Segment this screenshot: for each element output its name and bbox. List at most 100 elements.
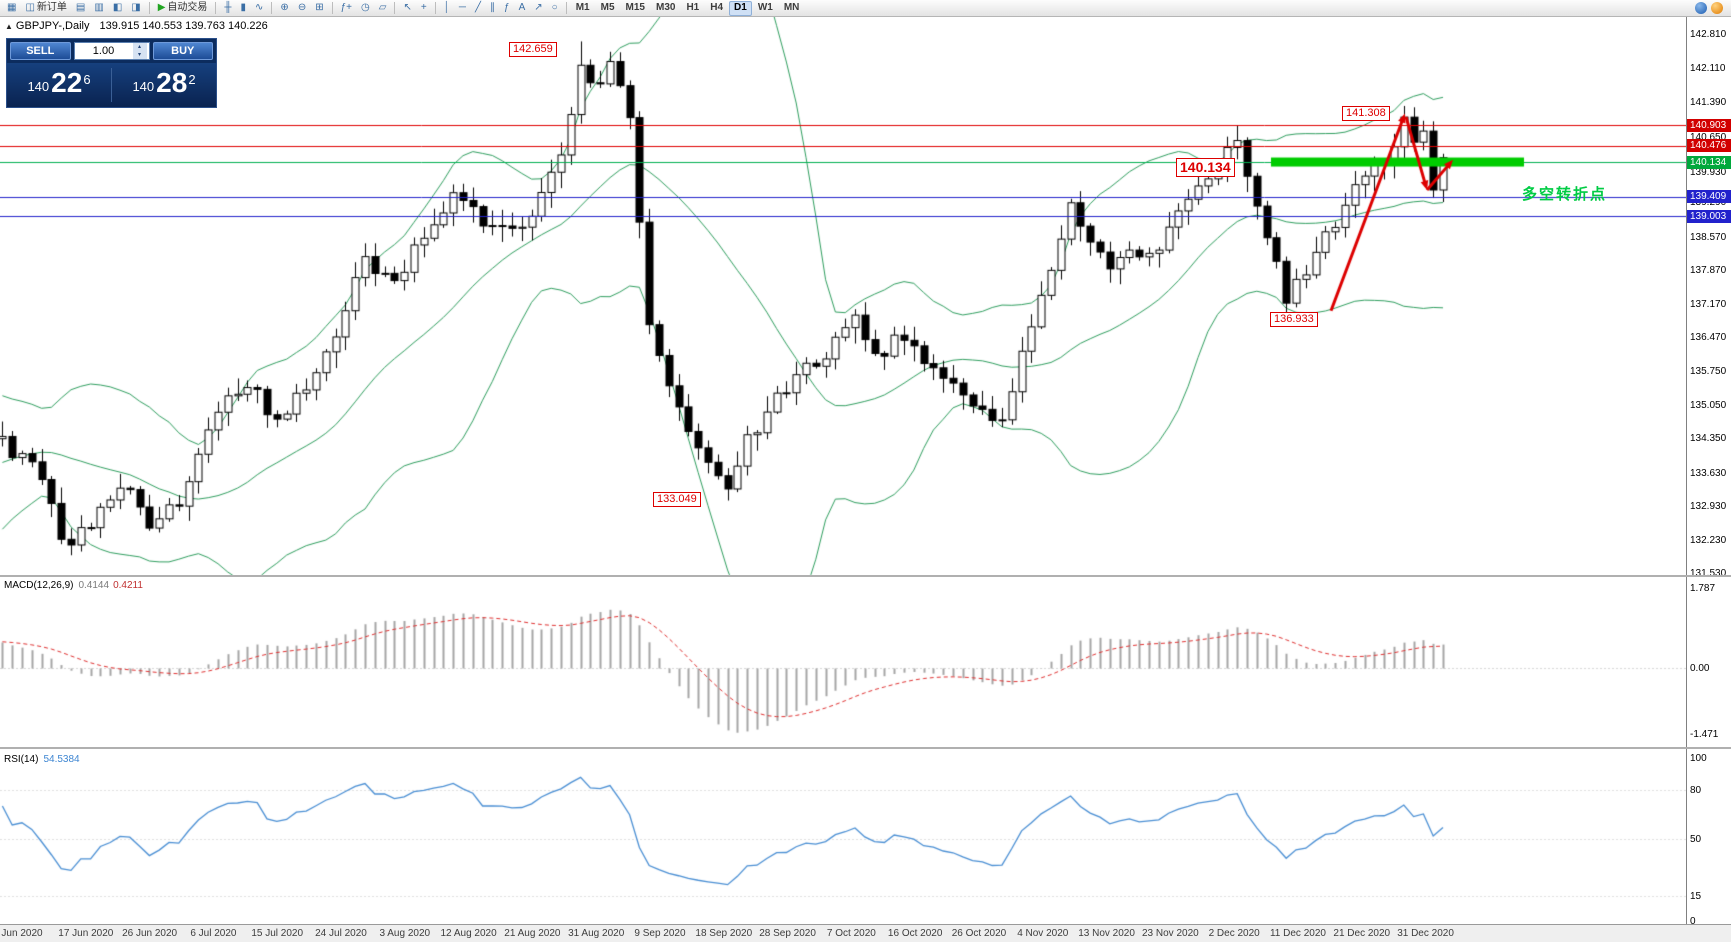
- indicators-icon: ƒ+: [340, 2, 352, 13]
- trendline-icon: ╱: [475, 2, 482, 13]
- autotrading-button-label: 自动交易: [167, 2, 208, 13]
- market-watch-icon[interactable]: ▥: [90, 1, 107, 16]
- timeframe-m30-button[interactable]: M30: [651, 1, 680, 16]
- cursor-icon: ↖: [403, 2, 412, 13]
- zoom-in-icon[interactable]: ⊕: [276, 1, 292, 16]
- ask-price: 140 28 2: [112, 66, 216, 102]
- candlestick-chart-icon[interactable]: ▮: [237, 1, 251, 16]
- zoom-in-icon: ⊕: [280, 2, 289, 13]
- arrows-tool-icon[interactable]: ↗: [530, 1, 546, 16]
- rsi-label: RSI(14) 54.5384: [4, 754, 80, 765]
- data-window-icon: ◧: [112, 2, 123, 13]
- horizontal-line-icon[interactable]: ─: [455, 1, 470, 16]
- volume-spinner: ▴ ▾: [132, 43, 147, 59]
- macd-signal-value: 0.4211: [113, 580, 143, 591]
- trade-panel-prices: 140 22 6 140 28 2: [7, 63, 216, 107]
- shapes-icon[interactable]: ○: [548, 1, 562, 16]
- timeframe-d1-button[interactable]: D1: [729, 0, 752, 16]
- buy-button[interactable]: BUY: [152, 42, 213, 60]
- crosshair-icon[interactable]: +: [417, 1, 431, 16]
- macd-main-value: 0.4144: [78, 580, 110, 591]
- channel-icon[interactable]: ∥: [486, 1, 499, 16]
- timeframe-mn-button[interactable]: MN: [779, 1, 805, 16]
- toolbar-separator: [565, 2, 567, 14]
- volume-input[interactable]: [74, 44, 133, 58]
- text-tool-icon[interactable]: A: [515, 1, 530, 16]
- tile-windows-icon: ⊞: [315, 2, 324, 13]
- templates-icon[interactable]: ▱: [375, 1, 391, 16]
- navigator-icon: ◨: [131, 2, 141, 13]
- ask-prefix: 140: [132, 79, 155, 94]
- periods-icon[interactable]: ◷: [357, 1, 374, 16]
- vertical-line-icon: │: [443, 2, 450, 13]
- symbol-info: ▲ GBPJPY-,Daily 139.915 140.553 139.763 1…: [5, 20, 268, 32]
- timeframe-h1-button[interactable]: H1: [681, 1, 704, 16]
- market-watch-icon: ▥: [94, 2, 104, 13]
- new-order-button[interactable]: ◫ 新订单: [21, 1, 70, 16]
- community-icon[interactable]: [1695, 2, 1707, 14]
- bid-prefix: 140: [27, 79, 50, 94]
- periods-icon: ◷: [361, 2, 370, 13]
- line-chart-icon: ∿: [255, 2, 264, 13]
- bar-chart-icon[interactable]: ╫: [220, 1, 235, 16]
- volume-up-button[interactable]: ▴: [132, 43, 147, 51]
- candlestick-chart-icon: ▮: [240, 2, 247, 13]
- line-chart-icon[interactable]: ∿: [251, 1, 267, 16]
- new-chart-icon: ▦: [7, 2, 17, 13]
- rsi-value: 54.5384: [43, 754, 80, 765]
- data-window-icon[interactable]: ◧: [109, 1, 126, 16]
- channel-icon: ∥: [490, 2, 496, 13]
- toolbar-items: ▦ ◫ 新订单 ▤ ▥ ◧ ◨ ▶ 自动交易 ╫ ▮ ∿ ⊕ ⊖ ⊞ ƒ+ ◷ ▱ ↖ + │ ─ ╱ ∥ ƒ A ↗ ○ M1 M5 M1…: [3, 0, 804, 16]
- toolbar-right: [1695, 2, 1728, 14]
- timeframe-w1-button[interactable]: W1: [753, 1, 778, 16]
- timeframe-m15-button[interactable]: M15: [621, 1, 650, 16]
- tile-windows-icon[interactable]: ⊞: [311, 1, 327, 16]
- indicators-icon[interactable]: ƒ+: [337, 1, 356, 16]
- new-order-button-label: 新订单: [36, 2, 67, 13]
- symbol-label: GBPJPY-,Daily: [15, 20, 90, 32]
- ask-big: 28: [156, 66, 188, 98]
- new-chart-icon[interactable]: ▦: [3, 1, 20, 16]
- rsi-name: RSI(14): [4, 754, 39, 765]
- volume-field: ▴ ▾: [73, 42, 150, 60]
- bid-price: 140 22 6: [7, 66, 111, 102]
- one-click-expand-icon[interactable]: ▲: [5, 22, 13, 31]
- toolbar-separator: [331, 2, 333, 14]
- panel-separator: [0, 575, 1731, 577]
- autotrading-play-icon: ▶: [157, 2, 166, 13]
- vertical-line-icon[interactable]: │: [440, 1, 454, 16]
- bid-big: 22: [51, 66, 83, 98]
- ask-pip: 2: [188, 71, 196, 87]
- profiles-icon[interactable]: ▤: [72, 1, 89, 16]
- navigator-icon[interactable]: ◨: [127, 1, 144, 16]
- crosshair-icon: +: [420, 2, 427, 13]
- toolbar-separator: [434, 2, 436, 14]
- chart-canvas[interactable]: [0, 17, 1731, 942]
- text-tool-icon: A: [518, 2, 526, 13]
- arrows-tool-icon: ↗: [534, 2, 543, 13]
- timeframe-m5-button[interactable]: M5: [596, 1, 620, 16]
- timeframe-m1-button[interactable]: M1: [571, 1, 595, 16]
- trade-panel-controls: SELL ▴ ▾ BUY: [7, 39, 216, 63]
- toolbar-separator: [394, 2, 396, 14]
- bid-pip: 6: [83, 71, 91, 87]
- fibonacci-icon[interactable]: ƒ: [500, 1, 514, 16]
- macd-label: MACD(12,26,9) 0.4144 0.4211: [4, 580, 143, 591]
- zoom-out-icon[interactable]: ⊖: [294, 1, 310, 16]
- market-icon[interactable]: [1711, 2, 1723, 14]
- autotrading-button[interactable]: ▶ 自动交易: [154, 1, 212, 16]
- sell-button[interactable]: SELL: [10, 42, 71, 60]
- zoom-out-icon: ⊖: [297, 2, 307, 13]
- date-axis: [0, 924, 1731, 942]
- price-axis: [1686, 17, 1731, 942]
- cursor-icon[interactable]: ↖: [399, 1, 415, 16]
- toolbar-separator: [148, 2, 150, 14]
- volume-down-button[interactable]: ▾: [132, 51, 147, 59]
- trendline-icon[interactable]: ╱: [471, 1, 485, 16]
- new-order-icon: ◫: [25, 2, 35, 13]
- ohlc-values: 139.915 140.553 139.763 140.226: [99, 20, 268, 32]
- toolbar-separator: [271, 2, 273, 14]
- timeframe-h4-button[interactable]: H4: [705, 1, 728, 16]
- toolbar-separator: [215, 2, 217, 14]
